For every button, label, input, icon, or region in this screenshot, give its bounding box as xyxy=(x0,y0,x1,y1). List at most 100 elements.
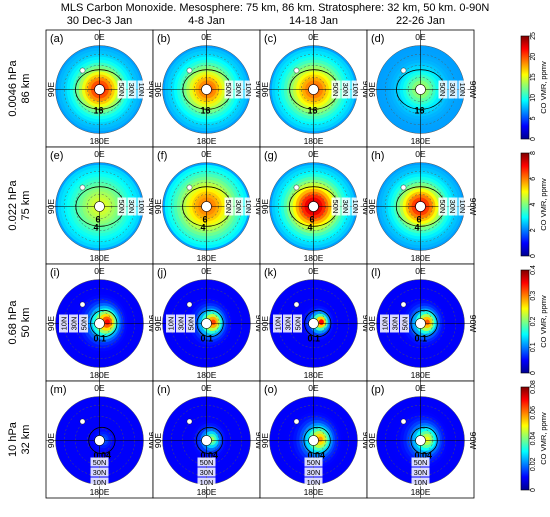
latitude-label-box xyxy=(411,477,430,487)
latitude-label-box xyxy=(197,467,216,477)
latitude-label-text: 50N xyxy=(117,83,126,97)
latitude-label-box xyxy=(197,457,216,467)
meridian-label-right: 90W xyxy=(254,198,264,215)
latitude-label: 50N xyxy=(117,80,127,99)
latitude-label-text: 10N xyxy=(351,83,360,97)
latitude-label-text: 30N xyxy=(448,83,457,97)
latitude-label-text: 30N xyxy=(127,83,136,97)
latitude-label-box xyxy=(244,197,254,216)
colorbar-tick-label: 4 xyxy=(530,202,537,206)
colorbar-tick-label: 5 xyxy=(530,116,537,120)
meridian-label-bottom: 180E xyxy=(90,136,110,146)
latitude-label: 50N xyxy=(197,457,216,467)
meridian-label-top: 0E xyxy=(94,383,105,393)
latitude-label: 30N xyxy=(448,80,458,99)
meridian-label-right: 90W xyxy=(147,315,157,332)
latitude-label-text: 10N xyxy=(167,317,176,331)
latitude-label-box xyxy=(244,80,254,99)
meridian-label-left: 90E xyxy=(260,82,270,97)
meridian-label-bottom: 180E xyxy=(304,487,324,497)
panel-letter: (n) xyxy=(157,384,170,396)
meridian-label-left: 90E xyxy=(260,316,270,331)
latitude-label-text: 10N xyxy=(60,317,69,331)
meridian-label-right: 90W xyxy=(147,81,157,98)
meridian-label-top: 0E xyxy=(415,383,426,393)
contour-line xyxy=(90,309,118,338)
meridian-label-right: 90W xyxy=(147,432,157,449)
latitude-label: 50N xyxy=(331,197,341,216)
colorbar-tick-label: 8 xyxy=(530,151,537,155)
latitude-label-box xyxy=(59,314,68,333)
colorbar-tick-label: 0.06 xyxy=(530,406,537,420)
meridian-label-top: 0E xyxy=(201,266,212,276)
meridian-label-right: 90W xyxy=(254,432,264,449)
colorbar: 0 0.1 0.2 0.3 0.4 CO VMR, ppmv xyxy=(520,265,548,375)
meridian-label-right: 90W xyxy=(361,432,371,449)
latitude-label: 10N xyxy=(59,314,69,333)
latitude-label-box xyxy=(137,197,147,216)
polar-panel: 46 0E 180E 90E 90W 50N 30N 10N (f) xyxy=(152,146,264,265)
latitude-label: 50N xyxy=(79,314,89,333)
polar-panel: 46 0E 180E 90E 90W 50N 30N 10N (e) xyxy=(45,146,157,265)
panel-letter: (b) xyxy=(157,33,170,45)
contour-label: 0.1 xyxy=(201,334,214,344)
latitude-label-box xyxy=(166,314,175,333)
latitude-label-text: 10N xyxy=(137,200,146,214)
latitude-label-text: 50N xyxy=(401,317,410,331)
latitude-label: 10N xyxy=(411,477,430,487)
latitude-label: 30N xyxy=(411,467,430,477)
meridian-label-bottom: 180E xyxy=(304,253,324,263)
latitude-label-box xyxy=(90,477,109,487)
panel-letter: (m) xyxy=(50,384,67,396)
latitude-label-text: 30N xyxy=(284,317,293,331)
latitude-label-box xyxy=(448,80,458,99)
meridian-label-left: 90E xyxy=(46,433,56,448)
colorbar: 0 0.02 0.04 0.06 0.08 CO VMR, ppmv xyxy=(520,380,548,492)
latitude-label-text: 10N xyxy=(93,478,107,487)
latitude-label-box xyxy=(69,314,78,333)
panel-letter: (p) xyxy=(371,384,384,396)
latitude-label-box xyxy=(341,197,351,216)
meridian-label-top: 0E xyxy=(415,32,426,42)
latitude-label-text: 30N xyxy=(341,83,350,97)
meridian-label-right: 90W xyxy=(254,315,264,332)
station-marker xyxy=(79,67,86,74)
latitude-label: 30N xyxy=(69,314,79,333)
pole-marker xyxy=(415,435,426,446)
column-headers: 30 Dec-3 Jan 4-8 Jan 14-18 Jan 22-26 Jan xyxy=(67,15,445,27)
meridian-label-top: 0E xyxy=(94,149,105,159)
meridian-label-top: 0E xyxy=(201,149,212,159)
latitude-label: 10N xyxy=(197,477,216,487)
colorbar-tick-label: 0 xyxy=(530,371,537,375)
latitude-label: 50N xyxy=(400,314,410,333)
figure-title: MLS Carbon Monoxide. Mesosphere: 75 km, … xyxy=(61,2,490,14)
latitude-label-text: 30N xyxy=(93,468,107,477)
latitude-label-text: 50N xyxy=(224,83,233,97)
meridian-label-bottom: 180E xyxy=(197,136,217,146)
contour-line xyxy=(410,309,438,338)
panel-letter: (g) xyxy=(264,150,277,162)
colorbar: 0 2 4 6 8 CO VMR, ppmv xyxy=(520,151,548,258)
latitude-label-box xyxy=(304,467,323,477)
polar-panel: 0.1 0E 180E 90E 90W 10N 30N 50N (j) xyxy=(152,263,264,382)
latitude-label: 10N xyxy=(351,80,361,99)
station-marker xyxy=(293,184,300,191)
column-header: 14-18 Jan xyxy=(289,15,338,27)
contour-label: 0.1 xyxy=(308,334,321,344)
colorbar-label: CO VMR, ppmv xyxy=(539,61,548,114)
colorbar-tick-label: 25 xyxy=(530,32,537,40)
latitude-label-text: 30N xyxy=(391,317,400,331)
meridian-label-left: 90E xyxy=(153,82,163,97)
latitude-label: 50N xyxy=(331,80,341,99)
panel-letter: (l) xyxy=(371,267,381,279)
latitude-label-box xyxy=(331,80,341,99)
polar-panel: 0.1 0E 180E 90E 90W 10N 30N 50N (k) xyxy=(259,263,371,382)
latitude-label-box xyxy=(411,467,430,477)
latitude-label-text: 50N xyxy=(438,83,447,97)
meridian-label-right: 90W xyxy=(468,198,478,215)
latitude-label-box xyxy=(411,457,430,467)
colorbar: 0 5 10 15 20 25 CO VMR, ppmv xyxy=(520,32,548,141)
field-band xyxy=(104,319,110,325)
